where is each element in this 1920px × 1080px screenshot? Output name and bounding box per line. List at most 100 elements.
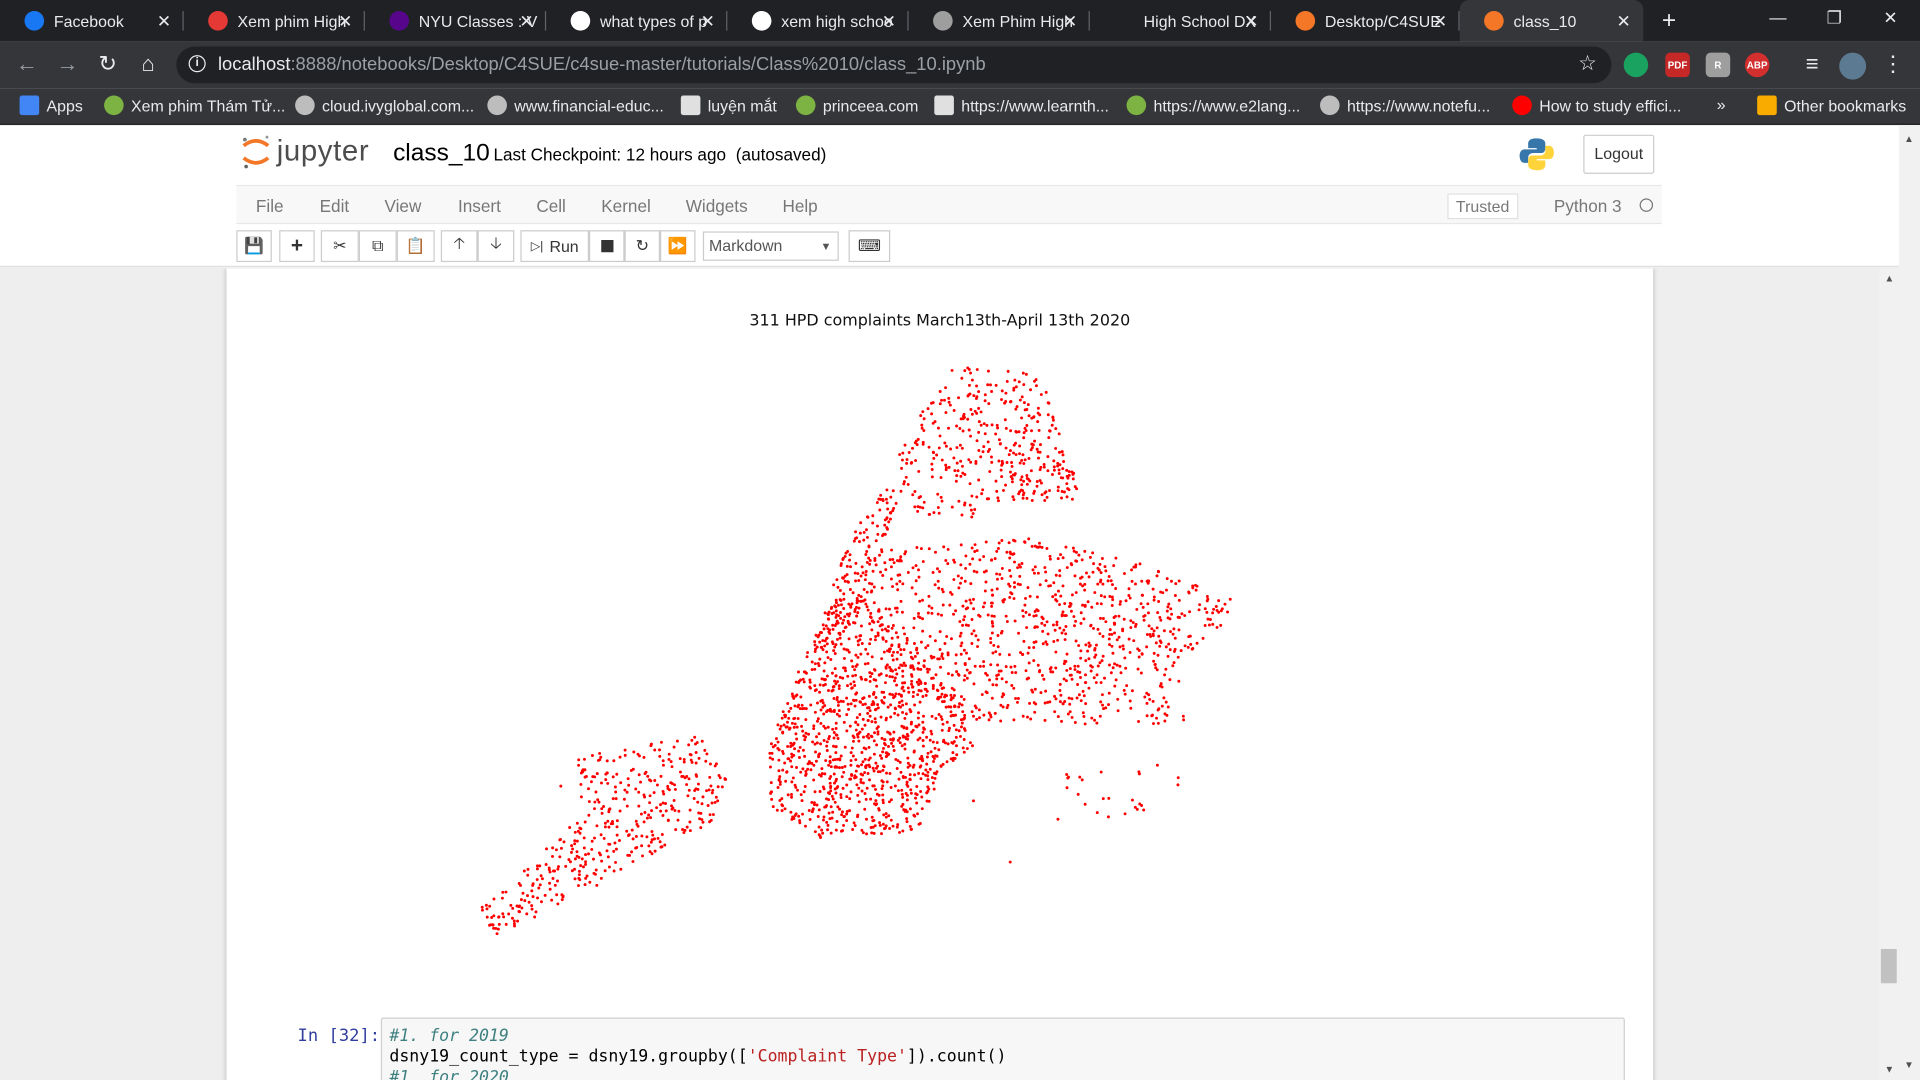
menu-kernel[interactable]: Kernel (601, 195, 651, 216)
scrollbar-thumb[interactable] (1880, 948, 1897, 984)
save-button[interactable]: 💾 (236, 230, 272, 263)
run-button[interactable]: ▷| Run (520, 230, 589, 263)
bookmark-item[interactable]: Apps (19, 95, 83, 116)
minimize-button[interactable]: — (1769, 7, 1787, 27)
adblock-icon[interactable]: ABP (1744, 52, 1770, 78)
new-tab-button[interactable]: + (1661, 7, 1677, 35)
browser-tab[interactable]: what types of p ✕ (546, 0, 728, 42)
complaint-point (913, 490, 917, 493)
browser-tab[interactable]: Facebook ✕ (0, 0, 184, 42)
cell-type-select[interactable]: Markdown ▼ (702, 231, 839, 261)
complaint-point (551, 854, 554, 858)
profile-avatar[interactable] (1839, 52, 1867, 80)
command-palette-button[interactable]: ⌨ (848, 230, 891, 263)
close-tab-icon[interactable]: ✕ (1432, 11, 1448, 31)
complaint-point (1170, 579, 1173, 583)
forward-icon[interactable]: → (56, 51, 79, 76)
extension-pdf-icon[interactable]: PDF (1665, 52, 1690, 78)
page-scroll-down-icon[interactable]: ▼ (1904, 1059, 1914, 1071)
cut-button[interactable]: ✂ (320, 230, 359, 263)
complaint-point (1018, 398, 1022, 402)
close-tab-icon[interactable]: ✕ (338, 11, 353, 31)
complaint-point (845, 795, 849, 799)
bookmark-item[interactable]: https://www.e2lang... (1126, 95, 1300, 116)
close-tab-icon[interactable]: ✕ (1063, 11, 1078, 31)
jupyter-logo[interactable]: jupyter (240, 133, 369, 170)
bookmark-item[interactable]: https://www.notefu... (1320, 95, 1490, 116)
menu-widgets[interactable]: Widgets (685, 195, 748, 216)
close-tab-icon[interactable]: ✕ (1244, 11, 1259, 31)
close-tab-icon[interactable]: ✕ (700, 11, 715, 31)
copy-button[interactable]: ⧉ (358, 230, 397, 263)
complaint-point (1008, 595, 1012, 599)
bookmark-item[interactable]: www.financial-educ... (487, 95, 664, 116)
media-queue-icon[interactable]: ≡ (1805, 51, 1819, 76)
menu-cell[interactable]: Cell (536, 195, 566, 216)
page-scrollbar[interactable]: ▲ ▼ (1899, 126, 1920, 1080)
extension-chrome-icon[interactable] (1623, 52, 1649, 78)
bookmark-item[interactable]: cloud.ivyglobal.com... (295, 95, 474, 116)
reload-icon[interactable]: ↻ (98, 51, 117, 76)
complaint-point (897, 704, 901, 708)
chrome-menu-icon[interactable]: ⋮ (1882, 51, 1905, 76)
complaint-point (962, 678, 966, 682)
notebook-name[interactable]: class_10 (393, 139, 490, 167)
bookmark-item[interactable]: luyện mắt (680, 95, 777, 116)
code-cell[interactable]: #1. for 2019 dsny19_count_type = dsny19.… (380, 1017, 1625, 1080)
close-tab-icon[interactable]: ✕ (156, 11, 172, 31)
paste-button[interactable]: 📋 (396, 230, 435, 263)
menu-file[interactable]: File (255, 195, 284, 216)
browser-tab[interactable]: High School DX ✕ (1090, 0, 1272, 42)
logout-button[interactable]: Logout (1583, 134, 1655, 174)
bookmark-star-icon[interactable]: ☆ (1578, 51, 1597, 75)
menu-view[interactable]: View (384, 195, 422, 216)
scroll-up-icon[interactable]: ▲ (1884, 273, 1895, 285)
browser-tab[interactable]: Xem Phim High ✕ (909, 0, 1090, 42)
trusted-indicator[interactable]: Trusted (1447, 193, 1518, 220)
bookmark-item[interactable]: https://www.learnth... (934, 95, 1109, 116)
browser-tab[interactable]: Desktop/C4SUE ✕ (1271, 0, 1460, 42)
other-bookmarks-folder[interactable]: Other bookmarks (1757, 95, 1906, 116)
complaint-point (635, 822, 639, 826)
browser-tab[interactable]: xem high schoo ✕ (727, 0, 909, 42)
address-bar[interactable]: i localhost:8888/notebooks/Desktop/C4SUE… (176, 46, 1612, 84)
menu-help[interactable]: Help (782, 195, 818, 216)
complaint-point (937, 713, 941, 716)
complaint-point (631, 837, 635, 841)
home-icon[interactable]: ⌂ (141, 51, 155, 76)
menu-edit[interactable]: Edit (319, 195, 350, 216)
bookmark-item[interactable]: How to study effici... (1512, 95, 1681, 116)
scroll-down-icon[interactable]: ▼ (1884, 1064, 1895, 1076)
extension-grey-icon[interactable]: R (1705, 52, 1731, 78)
bookmarks-overflow-button[interactable]: » (1716, 95, 1726, 114)
maximize-button[interactable]: ❐ (1826, 7, 1842, 27)
close-tab-icon[interactable]: ✕ (519, 11, 534, 31)
complaint-point (1113, 662, 1117, 666)
site-info-icon[interactable]: i (188, 55, 206, 73)
close-window-button[interactable]: ✕ (1883, 7, 1898, 27)
restart-run-all-button[interactable]: ⏩ (660, 230, 696, 263)
complaint-point (491, 923, 495, 927)
close-tab-icon[interactable]: ✕ (1616, 11, 1631, 31)
notebook-scrollbar[interactable]: ▲ ▼ (1879, 268, 1900, 1080)
complaint-point (1023, 540, 1027, 544)
close-tab-icon[interactable]: ✕ (881, 11, 897, 31)
page-scroll-up-icon[interactable]: ▲ (1904, 133, 1914, 145)
browser-tab[interactable]: class_10 ✕ (1459, 0, 1644, 42)
complaint-point (1093, 591, 1097, 595)
back-icon[interactable]: ← (15, 51, 38, 76)
move-up-button[interactable]: 🡡 (440, 230, 478, 263)
browser-tab[interactable]: Xem phim High ✕ (184, 0, 365, 42)
restart-button[interactable]: ↻ (624, 230, 661, 263)
interrupt-button[interactable] (588, 230, 625, 263)
menu-insert[interactable]: Insert (457, 195, 501, 216)
bookmark-item[interactable]: Xem phim Thám Tử... (104, 95, 285, 116)
complaint-point (930, 606, 934, 610)
move-down-button[interactable]: 🡣 (477, 230, 515, 263)
insert-cell-button[interactable]: + (279, 230, 315, 263)
bookmark-item[interactable]: princeea.com (795, 95, 918, 116)
kernel-name[interactable]: Python 3 (1553, 195, 1622, 216)
complaint-point (931, 687, 935, 691)
browser-tab[interactable]: NYU Classes : V ✕ (365, 0, 547, 42)
url-text[interactable]: localhost:8888/notebooks/Desktop/C4SUE/c… (218, 54, 986, 75)
